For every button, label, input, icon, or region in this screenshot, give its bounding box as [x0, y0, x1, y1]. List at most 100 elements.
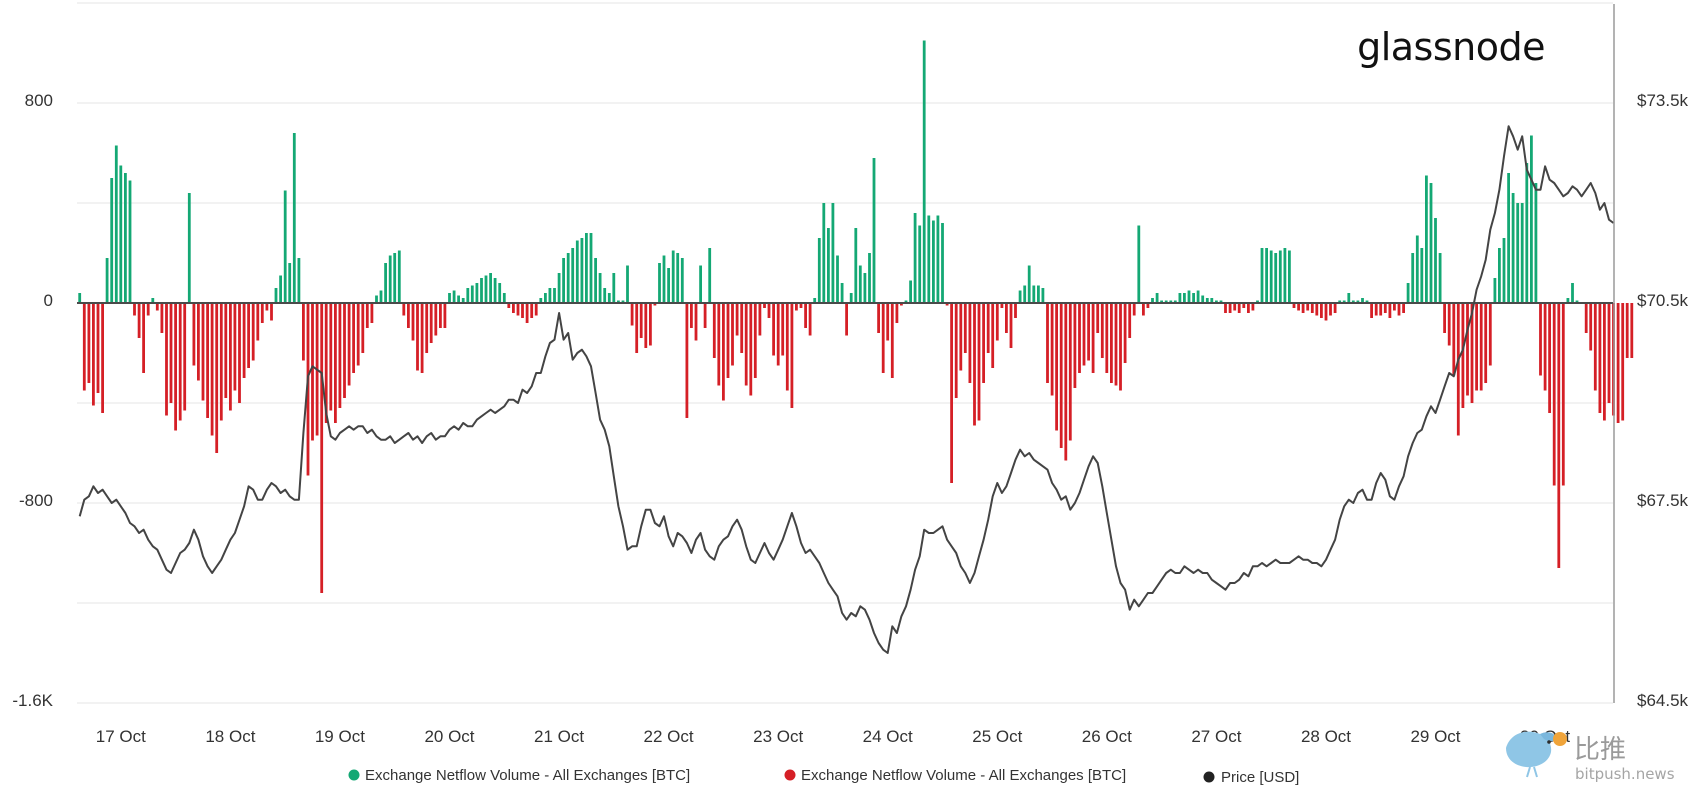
- netflow-bar-inflow: [585, 233, 588, 303]
- netflow-bar-outflow: [1479, 303, 1483, 391]
- netflow-bar-inflow: [1520, 203, 1524, 303]
- netflow-bar-outflow: [1146, 303, 1150, 308]
- netflow-bar-inflow: [1178, 293, 1182, 303]
- netflow-bar-outflow: [238, 303, 241, 403]
- netflow-bar-inflow: [927, 215, 931, 303]
- netflow-bar-inflow: [1575, 300, 1579, 303]
- netflow-bar-outflow: [685, 303, 689, 418]
- netflow-bar-outflow: [347, 303, 351, 386]
- netflow-bar-outflow: [1233, 303, 1237, 311]
- netflow-bar-inflow: [1566, 298, 1570, 303]
- netflow-bar-inflow: [288, 263, 292, 303]
- left-y-axis-ticks: 800 0 -800 -1.6K: [12, 91, 53, 710]
- netflow-bar-outflow: [370, 303, 374, 323]
- netflow-bar-outflow: [265, 303, 269, 311]
- netflow-bar-outflow: [776, 303, 780, 366]
- netflow-bar-outflow: [407, 303, 410, 328]
- netflow-bar-outflow: [411, 303, 415, 341]
- netflow-bar-outflow: [1297, 303, 1300, 311]
- netflow-bar-inflow: [1338, 300, 1342, 303]
- netflow-bar-outflow: [694, 303, 698, 341]
- netflow-bar-inflow: [667, 268, 670, 303]
- netflow-bar-outflow: [781, 303, 785, 356]
- netflow-bar-outflow: [169, 303, 173, 403]
- netflow-bar-outflow: [192, 303, 196, 366]
- netflow-bar-outflow: [1110, 303, 1113, 383]
- netflow-bar-inflow: [292, 133, 296, 303]
- netflow-bar-outflow: [945, 303, 949, 306]
- netflow-bar-outflow: [1005, 303, 1008, 333]
- netflow-bar-outflow: [758, 303, 762, 336]
- netflow-bar-inflow: [484, 275, 488, 303]
- netflow-bar-inflow: [119, 165, 123, 303]
- netflow-bar-inflow: [854, 228, 858, 303]
- netflow-bar-outflow: [256, 303, 260, 341]
- netflow-bar-inflow: [470, 285, 474, 303]
- netflow-bar-outflow: [726, 303, 730, 378]
- netflow-bar-outflow: [219, 303, 223, 421]
- netflow-bar-inflow: [187, 193, 191, 303]
- netflow-bar-inflow: [662, 255, 666, 303]
- legend-label-inflow[interactable]: Exchange Netflow Volume - All Exchanges …: [365, 767, 690, 784]
- x-tick-label: 26 Oct: [1082, 727, 1132, 746]
- netflow-bar-outflow: [808, 303, 812, 336]
- netflow-bar-outflow: [1397, 303, 1401, 316]
- netflow-bar-inflow: [375, 295, 378, 303]
- netflow-bar-inflow: [904, 300, 908, 303]
- netflow-bar-outflow: [977, 303, 981, 421]
- netflow-bar-outflow: [1621, 303, 1625, 421]
- netflow-bar-outflow: [443, 303, 447, 328]
- netflow-bar-inflow: [1265, 248, 1268, 303]
- netflow-bar-inflow: [603, 288, 607, 303]
- netflow-bar-outflow: [425, 303, 429, 353]
- netflow-bar-outflow: [1009, 303, 1013, 348]
- netflow-bar-outflow: [434, 303, 438, 336]
- netflow-bar-outflow: [1059, 303, 1063, 448]
- netflow-bar-outflow: [320, 303, 324, 593]
- netflow-bar-inflow: [1356, 300, 1360, 303]
- netflow-bar-outflow: [1488, 303, 1492, 366]
- netflow-bar-outflow: [311, 303, 314, 441]
- netflow-bar-outflow: [1142, 303, 1145, 316]
- netflow-bar-outflow: [744, 303, 748, 386]
- netflow-bar-inflow: [941, 223, 944, 303]
- legend-label-price[interactable]: Price [USD]: [1221, 769, 1299, 786]
- netflow-bar-inflow: [1511, 193, 1515, 303]
- netflow-bar-inflow: [1219, 300, 1223, 303]
- netflow-bar-outflow: [87, 303, 91, 383]
- netflow-bar-outflow: [1616, 303, 1620, 423]
- netflow-bar-inflow: [1260, 248, 1264, 303]
- legend[interactable]: Exchange Netflow Volume - All Exchanges …: [348, 767, 1300, 786]
- watermark-url: bitpush.news: [1575, 765, 1675, 783]
- netflow-bar-inflow: [548, 288, 552, 303]
- netflow-bar-outflow: [137, 303, 141, 338]
- netflow-bar-outflow: [1452, 303, 1456, 376]
- x-tick-label: 18 Oct: [205, 727, 255, 746]
- netflow-bars: [78, 40, 1634, 593]
- netflow-bar-inflow: [493, 278, 497, 303]
- netflow-bar-inflow: [1210, 298, 1214, 303]
- netflow-bar-inflow: [562, 258, 565, 303]
- netflow-bar-inflow: [1183, 293, 1186, 303]
- x-axis-ticks: 17 Oct 18 Oct 19 Oct 20 Oct 21 Oct 22 Oct 23 O…: [96, 727, 1571, 746]
- netflow-bar-outflow: [224, 303, 228, 398]
- netflow-bar-inflow: [708, 248, 712, 303]
- netflow-bar-outflow: [1105, 303, 1109, 373]
- netflow-bar-outflow: [881, 303, 885, 373]
- legend-label-outflow[interactable]: Exchange Netflow Volume - All Exchanges …: [801, 767, 1126, 784]
- x-tick-label: 25 Oct: [972, 727, 1022, 746]
- right-y-tick-label: $64.5k: [1637, 691, 1689, 710]
- netflow-bar-inflow: [1429, 183, 1433, 303]
- netflow-bar-inflow: [489, 273, 492, 303]
- netflow-bar-inflow: [1037, 285, 1040, 303]
- netflow-bar-inflow: [1493, 278, 1497, 303]
- netflow-bar-outflow: [1100, 303, 1104, 358]
- netflow-bar-outflow: [206, 303, 209, 418]
- netflow-bar-outflow: [1068, 303, 1072, 441]
- x-tick-label: 21 Oct: [534, 727, 584, 746]
- netflow-bar-outflow: [690, 303, 693, 328]
- netflow-bar-outflow: [795, 303, 798, 311]
- netflow-bar-outflow: [146, 303, 150, 316]
- netflow-bar-inflow: [580, 238, 584, 303]
- netflow-bar-outflow: [530, 303, 534, 318]
